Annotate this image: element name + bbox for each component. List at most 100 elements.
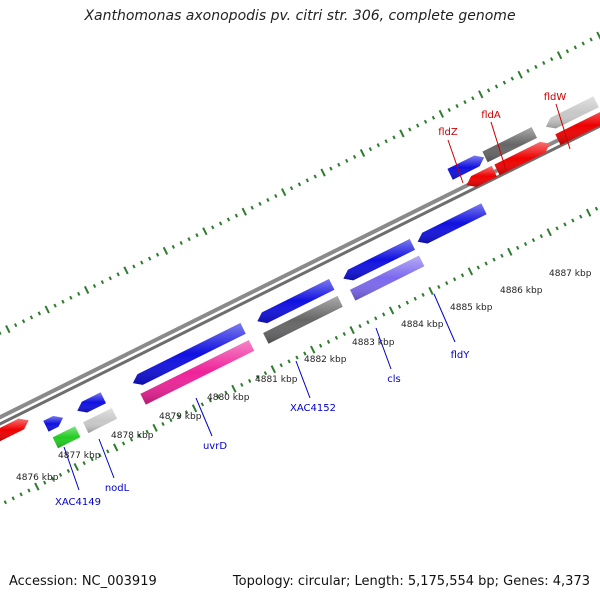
inner-tick	[43, 480, 47, 485]
outer-tick	[534, 64, 538, 69]
inner-tick	[563, 222, 567, 227]
inner-tick	[342, 331, 346, 337]
inner-tick	[50, 476, 55, 481]
inner-tick	[500, 253, 504, 258]
inner-tick	[388, 306, 395, 315]
outer-tick	[274, 194, 278, 199]
kbp-label-4886-kbp: 4886 kbp	[500, 286, 543, 296]
gene-label-uvrd[interactable]: uvrD	[203, 441, 227, 452]
outer-tick	[542, 61, 546, 66]
outer-tick	[486, 88, 491, 93]
outer-tick	[423, 119, 428, 124]
inner-tick	[66, 468, 71, 473]
outer-tick	[100, 280, 105, 285]
outer-tick	[455, 104, 459, 109]
inner-tick	[579, 214, 583, 219]
inner-tick	[382, 312, 386, 317]
inner-tick	[405, 300, 410, 305]
outer-tick	[123, 266, 129, 275]
gene-blue-12[interactable]	[417, 203, 487, 244]
inner-tick	[476, 265, 480, 270]
outer-tick	[368, 147, 373, 152]
gene-label-fldy[interactable]: fldY	[451, 350, 471, 361]
inner-tick	[255, 375, 260, 380]
inner-tick	[82, 461, 86, 466]
outer-tick	[589, 37, 593, 42]
inner-tick	[270, 365, 277, 374]
inner-tick	[106, 449, 110, 454]
kbp-label-4883-kbp: 4883 kbp	[352, 338, 395, 348]
kbp-label-4876-kbp: 4876 kbp	[16, 473, 59, 483]
gene-label-fldw[interactable]: fldW	[544, 92, 567, 103]
inner-tick	[177, 414, 181, 419]
inner-tick	[358, 324, 362, 329]
inner-tick	[413, 296, 417, 301]
outer-tick	[313, 174, 317, 179]
inner-tick	[152, 423, 158, 432]
inner-tick	[98, 453, 102, 458]
outer-tick	[0, 330, 2, 335]
outer-tick	[550, 57, 554, 62]
gene-green-3[interactable]	[52, 426, 81, 449]
outer-tick	[29, 315, 34, 320]
outer-tick	[573, 45, 577, 50]
outer-tick	[92, 284, 97, 289]
outer-tick	[510, 76, 514, 81]
outer-tick	[376, 143, 380, 148]
inner-tick	[571, 218, 575, 223]
label-leader-lines	[63, 103, 571, 491]
outer-tick	[478, 90, 484, 99]
outer-tick	[202, 227, 208, 236]
outer-tick	[352, 154, 357, 159]
gene-blue-2[interactable]	[43, 416, 63, 432]
gene-label-fldz[interactable]: fldZ	[438, 127, 458, 138]
outer-tick	[44, 305, 50, 314]
genome-summary-text: Topology: circular; Length: 5,175,554 bp…	[232, 574, 590, 589]
gene-features[interactable]	[0, 96, 600, 449]
leader-xac4152	[295, 360, 311, 399]
outer-tick	[241, 207, 247, 216]
inner-tick	[585, 208, 592, 217]
gene-blue-4[interactable]	[77, 392, 106, 413]
gene-label-flda[interactable]: fldA	[481, 110, 501, 121]
outer-tick	[384, 139, 388, 144]
outer-tick	[399, 129, 405, 138]
leader-flda	[490, 121, 507, 171]
inner-tick	[161, 421, 165, 426]
inner-tick	[90, 457, 94, 462]
kbp-label-4881-kbp: 4881 kbp	[255, 375, 298, 385]
gene-label-nodl[interactable]: nodL	[105, 483, 130, 494]
inner-tick	[145, 429, 149, 434]
outer-tick	[69, 295, 73, 300]
outer-tick	[21, 319, 26, 324]
gene-label-xac4149[interactable]: XAC4149	[55, 497, 101, 508]
outer-tick	[148, 256, 152, 261]
outer-tick	[596, 31, 600, 40]
accession-text: Accession: NC_003919	[9, 574, 157, 589]
leader-cls	[375, 327, 392, 370]
outer-tick	[171, 244, 175, 249]
outer-tick	[162, 246, 169, 255]
outer-tick	[359, 148, 366, 158]
inner-tick	[546, 228, 552, 237]
inner-tick	[184, 410, 189, 415]
inner-tick	[428, 286, 434, 295]
inner-tick	[397, 304, 402, 309]
gene-label-cls[interactable]: cls	[387, 374, 401, 385]
inner-tick	[121, 441, 126, 446]
gene-labels[interactable]: fldZ fldA fldW XAC4149 nodL uvrD XAC4152 cls fld…	[55, 92, 566, 508]
outer-tick	[108, 276, 112, 281]
inner-tick	[169, 418, 173, 423]
map-title: Xanthomonas axonopodis pv. citri str. 30…	[84, 8, 516, 24]
inner-tick	[326, 339, 331, 344]
outer-tick	[266, 197, 270, 202]
inner-tick	[27, 488, 31, 493]
gene-label-xac4152[interactable]: XAC4152	[290, 403, 336, 414]
leader-xac4149	[63, 446, 80, 491]
outer-tick	[179, 240, 183, 246]
leader-fldz	[447, 139, 464, 184]
leader-nodl	[98, 438, 115, 479]
outer-tick	[77, 291, 81, 296]
inner-tick	[200, 402, 205, 407]
